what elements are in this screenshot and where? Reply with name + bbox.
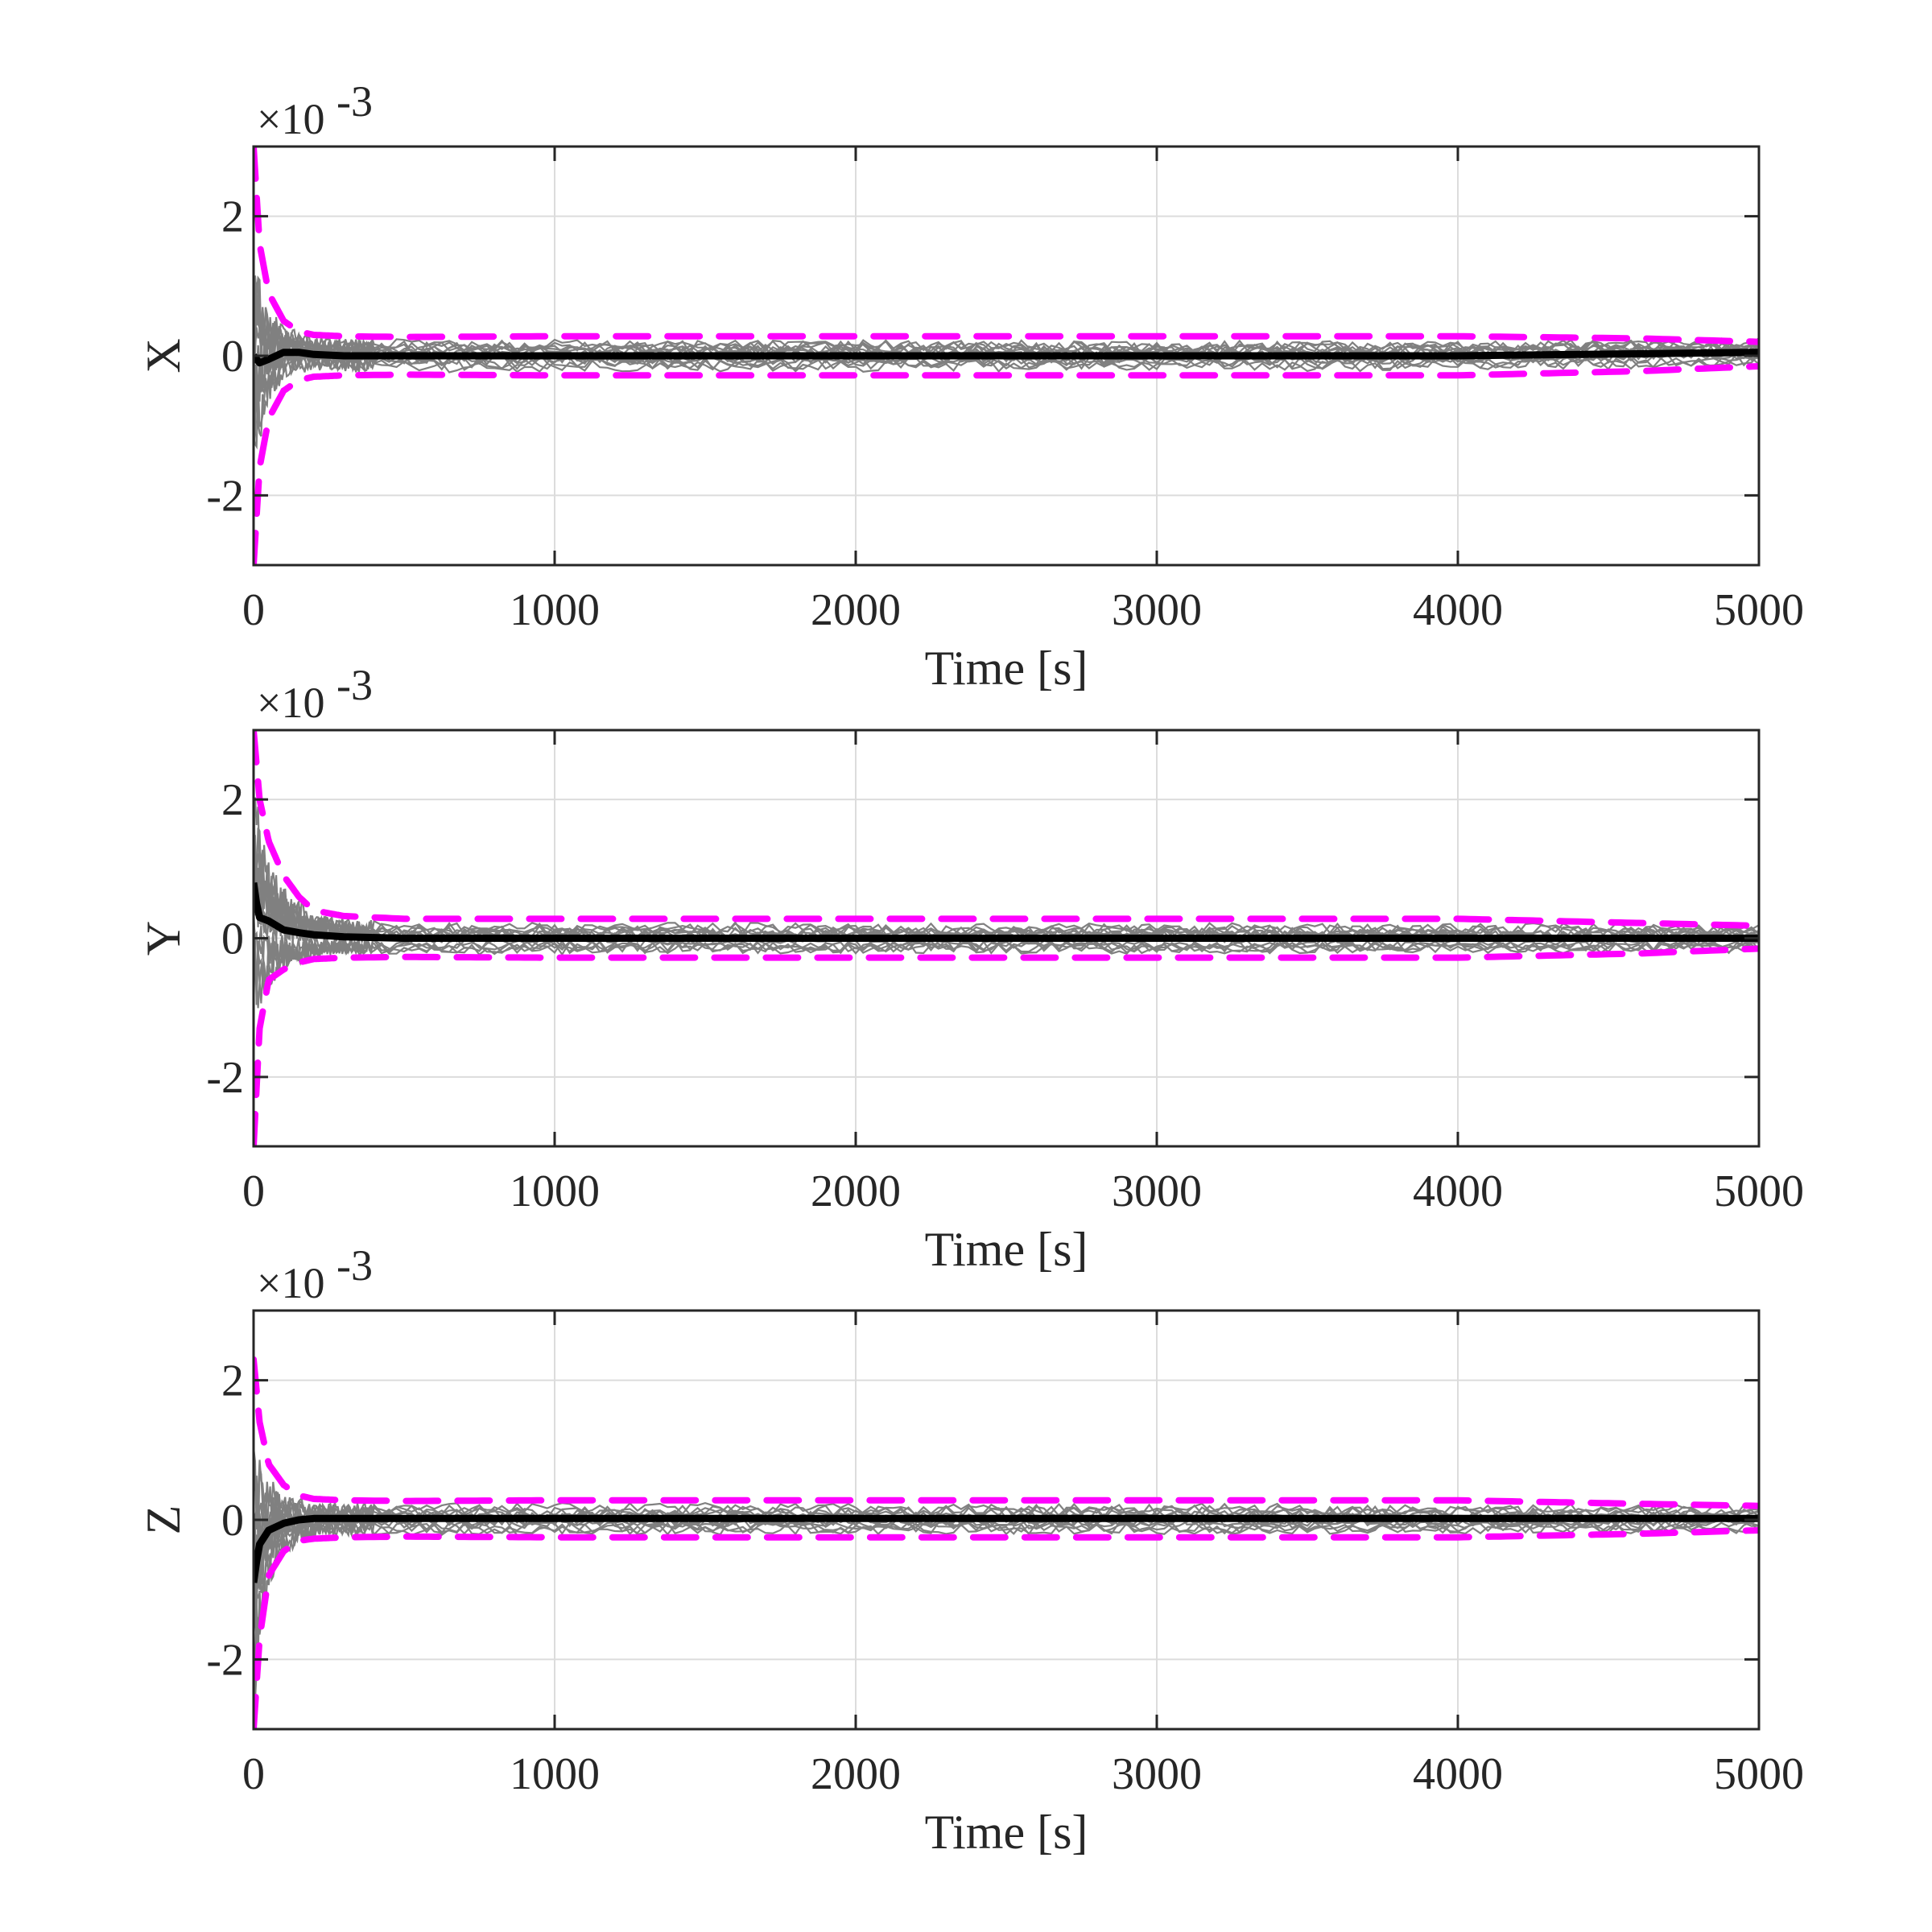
mean-line	[254, 1514, 1759, 1583]
run-line-6	[254, 1520, 1759, 1678]
y-axis-label: Y	[137, 921, 190, 956]
x-tick-label: 0	[242, 1749, 265, 1799]
x-tick-label: 4000	[1413, 1749, 1503, 1799]
x-tick-label: 4000	[1413, 585, 1503, 635]
run-line-5	[254, 285, 1759, 355]
y-axis-label: X	[137, 338, 190, 373]
y-tick-label: 0	[221, 914, 244, 964]
run-line-6	[254, 830, 1759, 944]
x-tick-label: 0	[242, 1166, 265, 1216]
upper-bound-line	[254, 730, 1759, 929]
y-tick-label: 2	[221, 775, 244, 825]
exponent-multiplier: ×10	[257, 679, 324, 727]
panel-y: 0 1000 2000 3000 4000 5000 -2 0 2 ×10 -3 Time [s] Y	[137, 661, 1804, 1276]
x-tick-label: 2000	[811, 585, 901, 635]
x-tick-label: 5000	[1714, 1749, 1804, 1799]
run-line-7	[254, 1521, 1759, 1700]
x-tick-label: 3000	[1112, 1749, 1202, 1799]
y-tick-label: 0	[221, 1496, 244, 1546]
exponent-power: -3	[336, 77, 373, 126]
y-tick-label: -2	[206, 1635, 244, 1685]
lower-bound-line	[254, 945, 1759, 1146]
run-line-11	[254, 839, 1759, 943]
x-tick-label: 1000	[510, 1166, 600, 1216]
plot-area	[254, 1356, 1759, 1729]
x-tick-label: 2000	[811, 1749, 901, 1799]
mean-line	[254, 349, 1759, 367]
x-tick-label: 5000	[1714, 585, 1804, 635]
y-tick-label: 2	[221, 1356, 244, 1406]
upper-bound-line	[254, 1356, 1759, 1509]
x-axis-label: Time [s]	[925, 1806, 1088, 1859]
x-tick-label: 4000	[1413, 1166, 1503, 1216]
run-line-8	[254, 275, 1759, 354]
x-axis-label: Time [s]	[925, 642, 1088, 695]
lower-bound-line	[254, 1527, 1759, 1729]
panel-z: 0 1000 2000 3000 4000 5000 -2 0 2 ×10 -3 Time [s] Z	[137, 1241, 1804, 1859]
run-line-12	[254, 275, 1759, 358]
y-tick-label: -2	[206, 471, 244, 521]
x-tick-label: 3000	[1112, 1166, 1202, 1216]
exponent-power: -3	[336, 1241, 373, 1290]
exponent-multiplier: ×10	[257, 95, 324, 143]
x-tick-label: 5000	[1714, 1166, 1804, 1216]
run-line-6	[254, 352, 1759, 450]
upper-bound-line	[254, 147, 1759, 345]
y-axis-label: Z	[137, 1505, 190, 1535]
mean-line	[254, 881, 1759, 942]
run-line-3	[254, 782, 1759, 938]
run-line-11	[254, 339, 1759, 400]
run-line-0	[254, 1520, 1759, 1708]
run-line-1	[254, 835, 1759, 943]
run-line-11	[254, 1492, 1759, 1562]
run-line-0	[254, 356, 1759, 451]
panel-x: 0 1000 2000 3000 4000 5000 -2 0 2 ×10 -3 Time [s] X	[137, 77, 1804, 695]
plot-area	[254, 147, 1759, 565]
x-tick-label: 3000	[1112, 585, 1202, 635]
x-axis-label: Time [s]	[925, 1223, 1088, 1276]
exponent-power: -3	[336, 661, 373, 709]
run-line-10	[254, 1466, 1759, 1545]
y-tick-label: 2	[221, 192, 244, 242]
x-tick-label: 2000	[811, 1166, 901, 1216]
lower-bound-line	[254, 363, 1759, 565]
run-line-4	[254, 797, 1759, 936]
x-tick-label: 0	[242, 585, 265, 635]
run-line-7	[254, 353, 1759, 431]
y-tick-label: -2	[206, 1053, 244, 1103]
x-tick-label: 1000	[510, 585, 600, 635]
run-line-13	[254, 906, 1759, 990]
y-tick-label: 0	[221, 332, 244, 382]
x-tick-label: 1000	[510, 1749, 600, 1799]
plot-area	[254, 730, 1759, 1146]
exponent-multiplier: ×10	[257, 1259, 324, 1307]
